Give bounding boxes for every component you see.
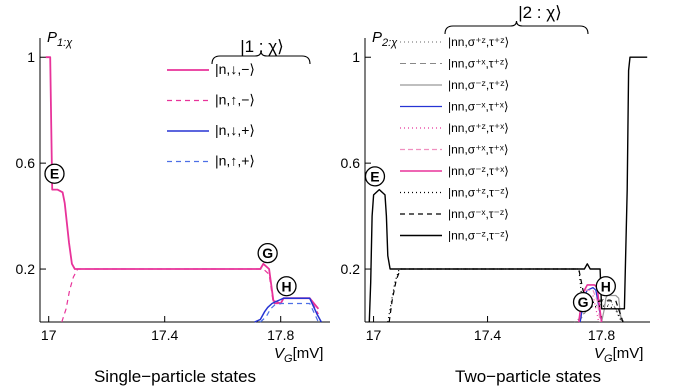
annotation-label: G: [262, 245, 273, 261]
panel-2: 0.2 0.6 1 17 17.4 17.8 P2:χ VG[mV] Two−particle …: [341, 3, 650, 386]
legend-entry: |nn,σ⁻ᶻ,τ⁻ᶻ⟩: [400, 229, 509, 243]
legend-label: |nn,σ⁺ᶻ,τ⁺ˣ⟩: [448, 121, 509, 135]
y-axis-label: P2:χ: [372, 29, 398, 49]
x-axis-label: VG[mV]: [594, 345, 643, 365]
x-tick-label: 17.8: [588, 327, 615, 343]
annotation-marker: G: [257, 243, 278, 264]
legend-label: |nn,σ⁺ˣ,τ⁺ᶻ⟩: [448, 57, 509, 71]
series-lines: [45, 56, 322, 323]
legend-entry: |nn,σ⁺ˣ,τ⁺ˣ⟩: [400, 143, 509, 157]
legend-label: |nn,σ⁻ˣ,τ⁺ˣ⟩: [448, 100, 509, 114]
series-line: [574, 304, 625, 323]
legend-label: |n,↓,−⟩: [215, 61, 255, 77]
y-tick-label: 0.6: [341, 155, 361, 171]
annotation-label: H: [281, 278, 291, 294]
legend-entry: |nn,σ⁻ᶻ,τ⁺ᶻ⟩: [400, 78, 509, 92]
annotation-label: G: [578, 294, 589, 310]
legend-label: |nn,σ⁻ˣ,τ⁻ᶻ⟩: [448, 207, 509, 221]
legend-brace: [444, 20, 589, 35]
annotation-marker: E: [44, 163, 65, 184]
series-line: [368, 56, 648, 323]
y-tick-label: 0.2: [341, 261, 361, 277]
legend-entry: |nn,σ⁺ᶻ,τ⁻ᶻ⟩: [400, 186, 509, 200]
annotation-marker: H: [595, 276, 616, 297]
legend-entry: |n,↑,−⟩: [167, 92, 255, 108]
annotation-circle: [257, 243, 278, 264]
annotation-marker: G: [572, 291, 594, 313]
x-tick-label: 17.8: [267, 327, 294, 343]
panel-caption: Two−particle states: [455, 367, 601, 386]
legend-label: |nn,σ⁺ᶻ,τ⁻ᶻ⟩: [448, 186, 509, 200]
series-lines: [368, 56, 648, 323]
x-tick-label: 17: [366, 327, 382, 343]
annotation-marker: H: [276, 276, 297, 297]
legend-entry: |nn,σ⁻ˣ,τ⁻ᶻ⟩: [400, 207, 509, 221]
annotation-label: E: [50, 166, 59, 182]
legend-entry: |nn,σ⁻ᶻ,τ⁺ˣ⟩: [400, 164, 509, 178]
series-line: [45, 56, 320, 310]
annotation-label: H: [601, 278, 611, 294]
x-tick-label: 17.4: [151, 327, 178, 343]
legend-label: |nn,σ⁺ˣ,τ⁺ˣ⟩: [448, 143, 509, 157]
y-axis-label: P1:χ: [47, 29, 73, 49]
x-tick-label: 17.4: [474, 327, 501, 343]
series-line: [254, 297, 322, 323]
y-tick-label: 0.2: [16, 261, 36, 277]
legend-entry: |n,↓,−⟩: [167, 61, 255, 77]
legend-entry: |nn,σ⁻ˣ,τ⁺ˣ⟩: [400, 100, 509, 114]
legend-label: |nn,σ⁻ᶻ,τ⁺ᶻ⟩: [448, 78, 509, 92]
x-axis-label: VG[mV]: [274, 345, 323, 365]
annotation-circle: [364, 166, 386, 187]
legend: |2 : χ⟩ |nn,σ⁺ᶻ,τ⁺ᶻ⟩ |nn,σ⁺ˣ,τ⁺ᶻ⟩ |nn,σ⁻ᶻ,τ…: [400, 3, 589, 243]
panel-caption: Single−particle states: [94, 367, 256, 386]
y-tick-label: 1: [27, 49, 35, 65]
legend-label: |n,↓,+⟩: [215, 122, 255, 138]
x-tick-label: 17: [41, 327, 57, 343]
legend: |1 : χ⟩ |n,↓,−⟩ |n,↑,−⟩ |n,↓,+⟩ |n,↑,+⟩: [167, 37, 311, 169]
legend-label: |nn,σ⁻ᶻ,τ⁺ˣ⟩: [448, 164, 509, 178]
series-line: [387, 268, 623, 323]
y-tick-label: 0.6: [16, 155, 36, 171]
series-line: [388, 268, 624, 323]
legend-label: |n,↑,−⟩: [215, 92, 255, 108]
legend-entry: |n,↑,+⟩: [167, 153, 255, 169]
legend-title: |2 : χ⟩: [518, 3, 562, 22]
legend-label: |n,↑,+⟩: [215, 153, 255, 169]
legend-entry: |nn,σ⁺ᶻ,τ⁺ˣ⟩: [400, 121, 509, 135]
annotation-marker: E: [364, 166, 386, 187]
series-line: [578, 289, 601, 323]
legend-title: |1 : χ⟩: [240, 37, 284, 56]
annotation-label: E: [370, 168, 379, 184]
y-tick-label: 1: [352, 49, 360, 65]
series-line: [61, 268, 319, 323]
annotation-circle: [595, 276, 616, 297]
legend-label: |nn,σ⁻ᶻ,τ⁻ᶻ⟩: [448, 229, 509, 243]
legend-brace: [211, 50, 311, 65]
series-line: [259, 302, 319, 323]
legend-entry: |n,↓,+⟩: [167, 122, 255, 138]
annotation-circle: [44, 163, 65, 184]
annotation-circle: [276, 276, 297, 297]
panel-1: 0.2 0.6 1 17 17.4 17.8 P1:χ VG[mV] Single−partic…: [16, 29, 330, 386]
annotation-circle: [572, 291, 594, 313]
legend-entry: |nn,σ⁺ˣ,τ⁺ᶻ⟩: [400, 57, 509, 71]
legend-label: |nn,σ⁺ᶻ,τ⁺ᶻ⟩: [448, 35, 509, 49]
legend-entry: |nn,σ⁺ᶻ,τ⁺ᶻ⟩: [400, 35, 509, 49]
